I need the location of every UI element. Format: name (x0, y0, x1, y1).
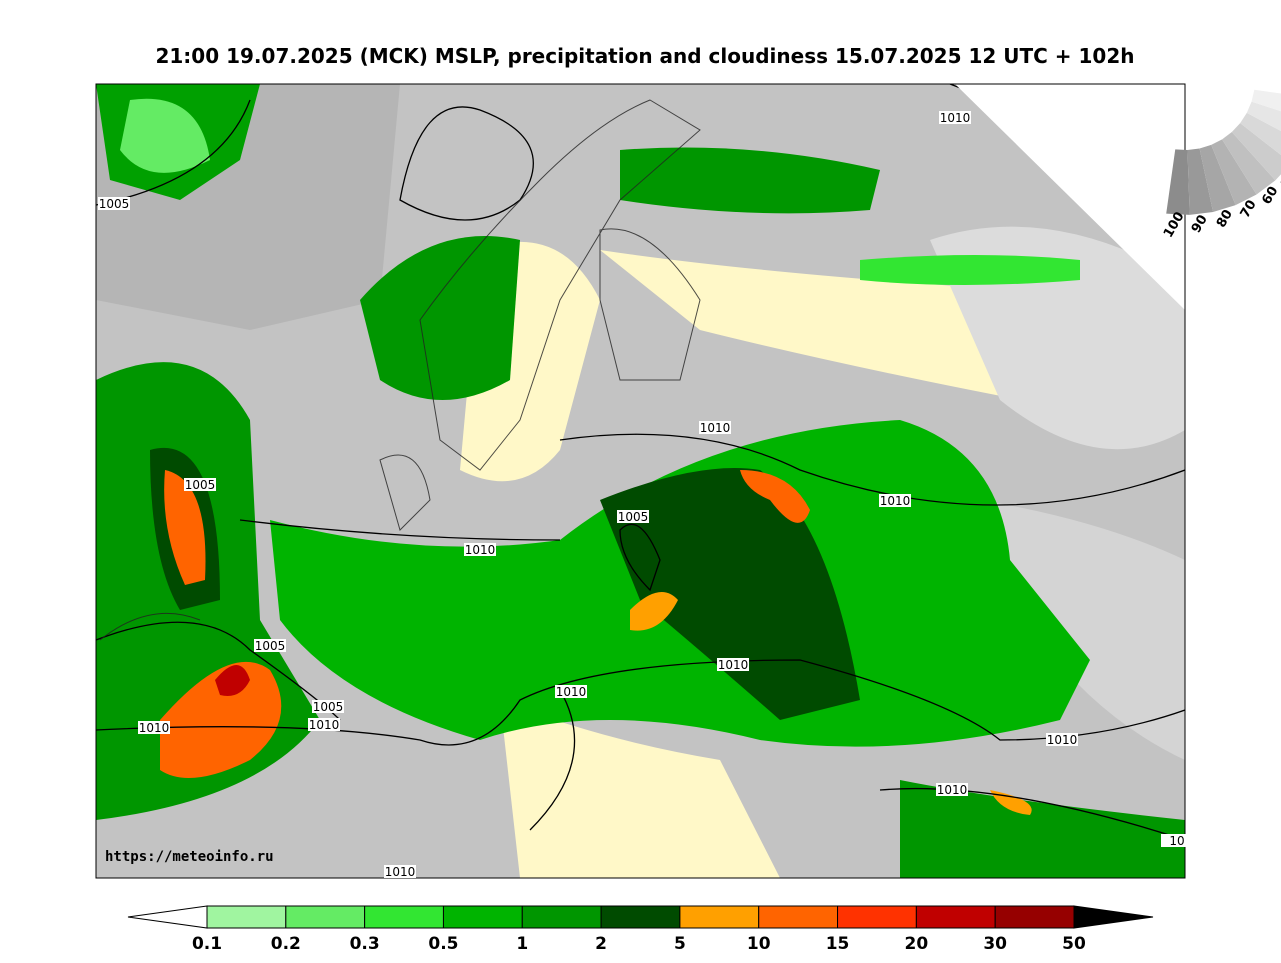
colorbar-label: 2 (595, 934, 607, 954)
cloudiness-swatch (1231, 123, 1281, 181)
isobar-label: 1010 (309, 718, 340, 732)
colorbar-segment (837, 905, 917, 929)
colorbar-label: 0.3 (350, 934, 380, 954)
isobar-label-box (254, 639, 286, 652)
map-frame (95, 83, 1186, 879)
colorbar-label: 20 (905, 934, 929, 954)
isobar-label-box (312, 700, 344, 713)
colorbar-label: 10 (747, 934, 771, 954)
isobar-label: 1010 (880, 494, 911, 508)
isobar-label: 1010 (385, 865, 416, 879)
colorbar-label: 5 (674, 934, 686, 954)
isobar-label-box (879, 494, 911, 507)
isobar-label: 1010 (465, 543, 496, 557)
colorbar-segment (994, 905, 1075, 929)
title: 21:00 19.07.2025 (MCK) MSLP, precipitati… (155, 44, 1134, 68)
cloudiness-swatch (1251, 89, 1281, 112)
colorbar-segment (758, 905, 839, 929)
colorbar-above (1073, 905, 1154, 929)
isobar-label: 1010 (700, 421, 731, 435)
colorbar-label: 0.2 (271, 934, 301, 954)
colorbar-segment (915, 905, 996, 929)
cloudiness-label: 90 (1189, 213, 1211, 236)
isobar-label: 1010 (937, 783, 968, 797)
isobar-label-box (308, 718, 340, 731)
isobar-label: 1010 (940, 111, 971, 125)
isobar-label-box (1161, 834, 1193, 847)
isobar-label: 1005 (99, 197, 130, 211)
cloudiness-label: 50 (1278, 167, 1281, 190)
isobar-label-box (464, 543, 496, 556)
cloudiness-swatch (1199, 144, 1236, 213)
isobar-label-box (699, 421, 731, 434)
cloudiness-swatch (1187, 148, 1214, 215)
isobar-label: 1010 (1047, 733, 1078, 747)
colorbar-segment (285, 905, 366, 929)
colorbar-segment (679, 905, 760, 929)
cloudiness-swatch (1246, 101, 1281, 132)
colorbar-label: 0.5 (428, 934, 458, 954)
colorbar-segment (442, 905, 523, 929)
cloudiness-swatch (1240, 112, 1281, 156)
isobar-label: 1005 (185, 478, 216, 492)
isobar-label: 1010 (556, 685, 587, 699)
cloudiness-swatch (1222, 132, 1276, 195)
isobar-label: 1005 (313, 700, 344, 714)
colorbar-label: 1 (516, 934, 528, 954)
isobar-label-box (1046, 733, 1078, 746)
isobar-label: 1010 (718, 658, 749, 672)
colorbar-label: 30 (983, 934, 1007, 954)
isobar-label-box (617, 510, 649, 523)
colorbar-segment (521, 905, 602, 929)
colorbar-segment (600, 905, 681, 929)
map (96, 84, 1185, 878)
isobar-label-box (936, 783, 968, 796)
cloudiness-swatch (1211, 139, 1257, 206)
isobar-label-box (384, 865, 416, 878)
colorbar-label: 0.1 (192, 934, 222, 954)
isobar-label-box (717, 658, 749, 671)
isobar-label-box (939, 111, 971, 124)
isobar-label-box (98, 197, 130, 210)
isobar-label: 1010 (139, 721, 170, 735)
isobar-label: 1005 (255, 639, 286, 653)
colorbar-below (127, 905, 208, 929)
isobar-label: 10 (1169, 834, 1184, 848)
colorbar-segment (206, 905, 287, 929)
source-url: https://meteoinfo.ru (105, 849, 274, 865)
colorbar-segment (364, 905, 444, 929)
colorbar-label: 50 (1062, 934, 1086, 954)
isobar-label-box (184, 478, 216, 491)
isobar-label-box (138, 721, 170, 734)
cloudiness-swatch (1166, 149, 1190, 215)
colorbar-label: 15 (826, 934, 850, 954)
isobar-label: 1005 (618, 510, 649, 524)
isobar-label-box (555, 685, 587, 698)
cloudiness-label: 60 (1259, 184, 1281, 207)
